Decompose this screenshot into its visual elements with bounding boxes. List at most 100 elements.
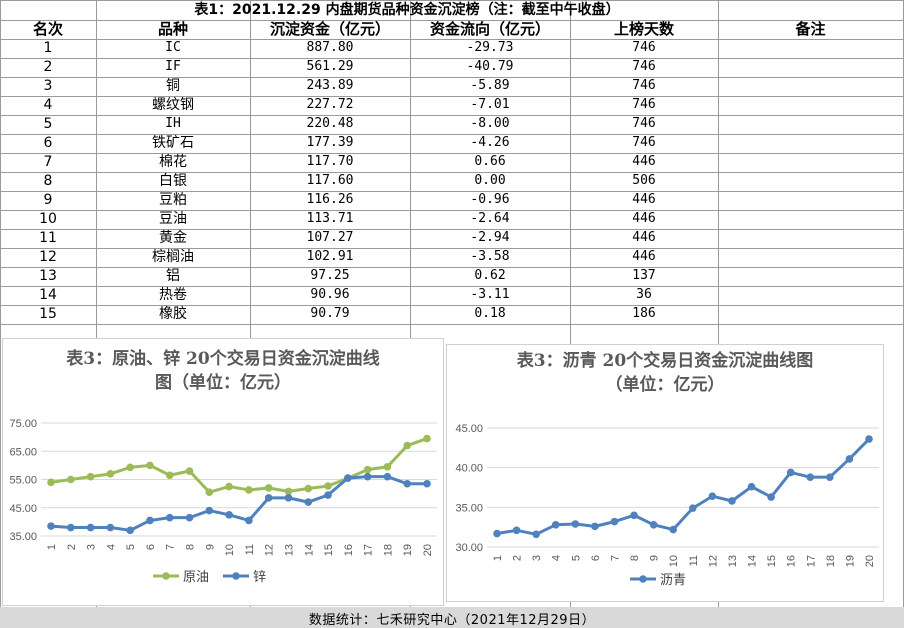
table-cell: 446 xyxy=(632,154,656,169)
x-tick-label: 17 xyxy=(363,544,375,556)
grid-line xyxy=(0,0,1,628)
x-tick-label: 9 xyxy=(649,555,661,561)
data-point xyxy=(649,520,658,529)
table-cell xyxy=(718,153,903,171)
table-cell: 186 xyxy=(632,306,656,321)
table-cell: 107.27 xyxy=(306,230,354,245)
data-point xyxy=(708,492,717,501)
chart-title-line: 表3：沥青 20个交易日资金沉淀曲线图 xyxy=(516,351,814,371)
table-cell xyxy=(718,305,903,323)
table-cell: 117.70 xyxy=(306,154,354,169)
data-point xyxy=(146,516,154,525)
table-cell: 116.26 xyxy=(306,192,354,207)
x-tick-label: 2 xyxy=(66,544,78,550)
data-point xyxy=(865,435,873,443)
table-cell: 446 xyxy=(632,230,656,245)
x-tick-label: 14 xyxy=(303,544,315,556)
table-cell: -40.79 xyxy=(466,59,514,74)
data-point xyxy=(747,482,756,491)
grid-line xyxy=(0,191,904,192)
table-cell xyxy=(718,39,903,57)
table-cell: 铁矿石 xyxy=(152,135,194,151)
y-tick-label: 75.00 xyxy=(9,418,37,430)
chart-title-line: （单位：亿元） xyxy=(605,375,725,395)
table-cell: 橡胶 xyxy=(159,306,187,322)
grid-line xyxy=(0,210,904,211)
series-line xyxy=(50,437,428,494)
data-point xyxy=(47,478,55,487)
table-cell: 36 xyxy=(636,287,652,302)
grid-line xyxy=(0,96,904,97)
x-tick-label: 11 xyxy=(244,544,256,555)
data-point xyxy=(284,494,293,502)
x-tick-label: 4 xyxy=(551,555,563,561)
data-point xyxy=(728,497,736,505)
x-tick-label: 4 xyxy=(105,544,117,550)
x-tick-label: 15 xyxy=(323,544,335,556)
x-tick-label: 5 xyxy=(570,555,582,561)
y-tick-label: 30.00 xyxy=(455,542,483,554)
data-point xyxy=(383,462,392,471)
data-point xyxy=(493,529,501,538)
grid-line xyxy=(0,20,904,21)
data-point xyxy=(126,463,134,472)
table-cell: 446 xyxy=(632,211,656,226)
table-cell: 黄金 xyxy=(159,230,187,246)
column-header: 名次 xyxy=(32,20,63,38)
grid-line xyxy=(0,286,904,287)
data-point xyxy=(845,455,854,463)
data-point xyxy=(363,472,372,481)
table-cell: 铝 xyxy=(166,268,180,284)
table-cell: 137 xyxy=(632,268,656,283)
table-cell: 746 xyxy=(632,135,656,150)
x-tick-label: 3 xyxy=(531,555,543,561)
data-point xyxy=(304,484,313,493)
data-point xyxy=(245,516,253,525)
table-cell: 561.29 xyxy=(306,59,354,74)
table-cell: 2 xyxy=(43,59,53,75)
column-header: 沉淀资金（亿元） xyxy=(269,20,390,38)
grid-line xyxy=(0,134,904,135)
table-cell: 90.96 xyxy=(310,287,350,302)
chart-title: 表3：原油、锌 20个交易日资金沉淀曲线 图（单位：亿元） xyxy=(13,347,433,395)
table-cell: 1 xyxy=(43,40,53,56)
table-cell xyxy=(718,96,903,114)
column-header: 资金流向（亿元） xyxy=(429,20,550,38)
table-cell: 746 xyxy=(632,97,656,112)
table-cell xyxy=(718,210,903,228)
table-cell: 螺纹钢 xyxy=(152,97,194,113)
table-cell xyxy=(718,77,903,95)
y-tick-label: 40.00 xyxy=(455,463,483,475)
table-cell: -0.96 xyxy=(470,192,510,207)
x-tick-label: 19 xyxy=(844,555,856,567)
data-point xyxy=(86,523,95,532)
data-point xyxy=(106,523,115,532)
legend-marker xyxy=(162,572,170,580)
grid-line xyxy=(0,172,904,173)
table-cell: 0.00 xyxy=(474,173,506,188)
x-tick-label: 18 xyxy=(825,555,837,567)
table-cell: -3.58 xyxy=(470,249,510,264)
grid-line xyxy=(718,0,719,628)
data-point xyxy=(591,522,599,531)
x-tick-label: 14 xyxy=(747,555,759,567)
grid-line xyxy=(0,305,904,306)
data-point xyxy=(403,441,412,450)
y-tick-label: 35.00 xyxy=(9,531,37,543)
table-cell: 12 xyxy=(39,249,57,265)
table-cell: -3.11 xyxy=(470,287,510,302)
table-cell xyxy=(718,134,903,152)
data-point xyxy=(383,472,392,481)
table-cell xyxy=(718,58,903,76)
table-cell: -8.00 xyxy=(470,116,510,131)
x-tick-label: 8 xyxy=(185,544,197,550)
chart-title-line: 图（单位：亿元） xyxy=(155,373,291,393)
data-point xyxy=(669,525,678,534)
table-cell: 117.60 xyxy=(306,173,354,188)
grid-line xyxy=(0,248,904,249)
y-tick-label: 35.00 xyxy=(455,502,483,514)
column-header: 上榜天数 xyxy=(613,20,674,38)
series-line xyxy=(50,475,427,532)
